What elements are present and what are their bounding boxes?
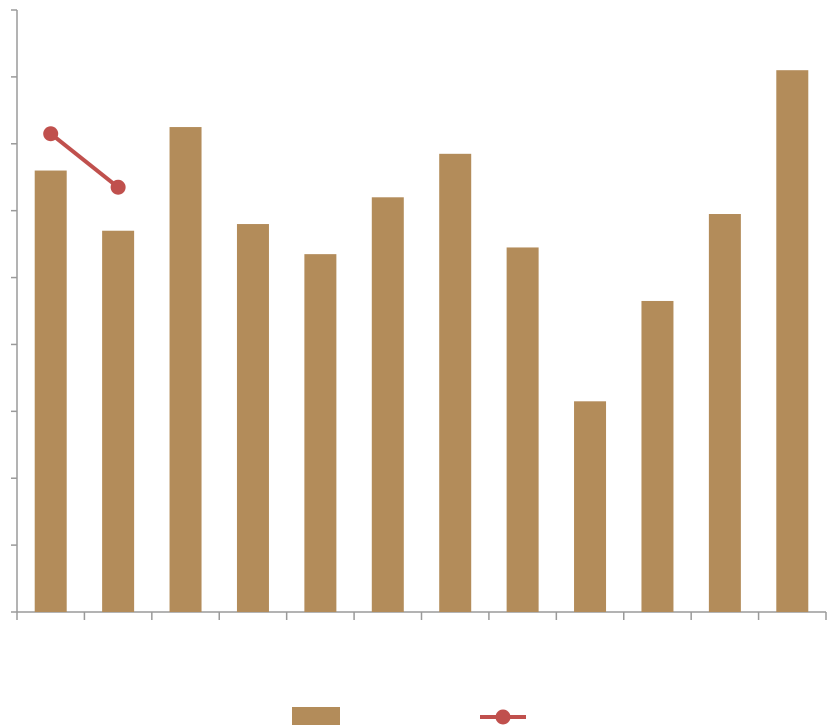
line-point (110, 179, 126, 195)
bar (34, 170, 67, 613)
bar (439, 153, 472, 613)
bar (236, 224, 269, 613)
bar (506, 247, 539, 612)
bar (304, 254, 337, 612)
legend-bar-swatch (292, 707, 340, 725)
bar (776, 70, 809, 612)
legend-line-marker (495, 709, 511, 725)
bar (371, 197, 404, 613)
series-line (49, 132, 120, 189)
chart-legend (292, 707, 526, 725)
bar (169, 127, 202, 613)
chart-axes (11, 9, 827, 620)
line-point (43, 126, 59, 142)
line-series (43, 126, 126, 195)
bar (574, 401, 607, 612)
bar (102, 230, 135, 612)
bar (708, 214, 741, 612)
bar (641, 300, 674, 612)
bar-series (34, 70, 809, 613)
